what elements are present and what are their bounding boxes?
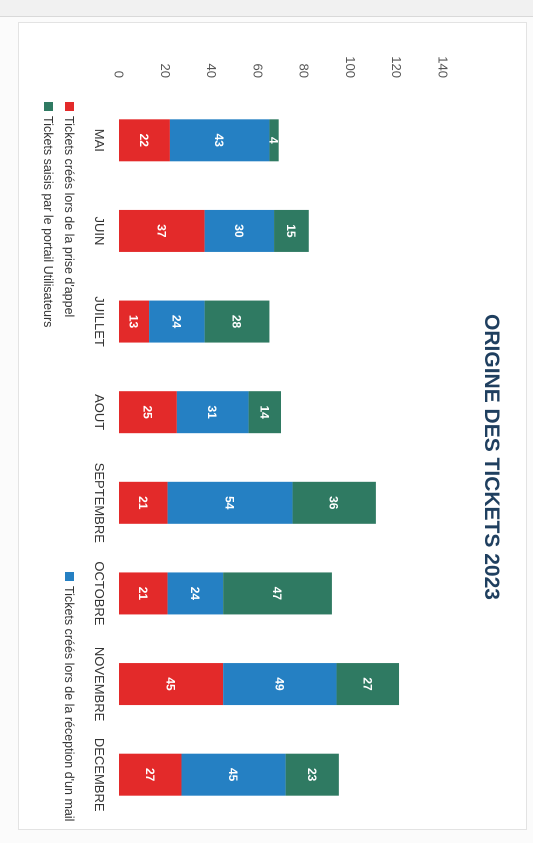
bar-segment <box>204 300 270 343</box>
data-label: 47 <box>270 587 284 601</box>
bar-segment <box>223 663 337 706</box>
bar-segment <box>181 753 286 796</box>
bar-segment <box>167 572 224 615</box>
data-label: 43 <box>212 134 226 148</box>
legend-swatch <box>44 102 53 111</box>
category-label: MAI <box>92 129 107 152</box>
bar-segment <box>119 300 150 343</box>
legend-swatch <box>65 102 74 111</box>
y-tick-label: 100 <box>343 56 358 78</box>
category-label: AOUT <box>92 394 107 430</box>
bar-segment <box>336 663 400 706</box>
data-label: 21 <box>136 587 150 601</box>
category-label: JUIN <box>92 216 107 245</box>
category-label: NOVEMBRE <box>92 647 107 722</box>
legend-swatch <box>65 572 74 581</box>
top-strip <box>0 0 533 17</box>
data-label: 14 <box>257 406 271 420</box>
y-tick-label: 80 <box>297 64 312 78</box>
category-label: JUILLET <box>92 296 107 347</box>
data-label: 49 <box>272 677 286 691</box>
category-label: DECEMBRE <box>92 738 107 812</box>
data-label: 28 <box>230 315 244 329</box>
category-label: SEPTEMBRE <box>92 463 107 544</box>
data-label: 45 <box>226 768 240 782</box>
data-label: 25 <box>140 406 154 420</box>
bar-segment <box>119 572 168 615</box>
bar-segment <box>119 209 205 252</box>
legend-label: Tickets créés lors de la prise d'appel <box>62 116 76 317</box>
data-label: 15 <box>284 224 298 238</box>
bar-segment <box>274 209 309 252</box>
bar-segment <box>119 753 182 796</box>
data-label: 45 <box>164 677 178 691</box>
y-tick-label: 140 <box>436 56 451 78</box>
data-label: 36 <box>327 496 341 510</box>
bar-segment <box>119 481 168 524</box>
legend-label: Tickets saisis par le portail Utilisateu… <box>41 116 55 327</box>
data-label: 24 <box>169 315 183 329</box>
data-label: 24 <box>188 587 202 601</box>
y-tick-label: 40 <box>204 64 219 78</box>
bar-segment <box>292 481 376 524</box>
bar-segment <box>118 119 170 162</box>
data-label: 23 <box>305 768 319 782</box>
data-label: 54 <box>223 496 237 510</box>
bar-segment <box>204 209 275 252</box>
category-label: OCTOBRE <box>92 561 107 625</box>
bar-segment <box>118 663 224 706</box>
data-label: 4 <box>267 137 281 144</box>
data-label: 22 <box>137 134 151 148</box>
bar-segment <box>285 753 339 796</box>
bar-segment <box>176 391 249 434</box>
y-tick-label: 20 <box>158 64 173 78</box>
data-label: 21 <box>136 496 150 510</box>
data-label: 30 <box>232 224 246 238</box>
chart-title: ORIGINE DES TICKETS 2023 <box>480 314 503 600</box>
data-label: 27 <box>143 768 157 782</box>
data-label: 27 <box>360 677 374 691</box>
data-label: 31 <box>205 406 219 420</box>
y-tick-label: 60 <box>250 64 265 78</box>
y-tick-label: 120 <box>389 56 404 78</box>
y-tick-label: 0 <box>112 71 127 78</box>
bar-segment <box>223 572 332 615</box>
bar-segment <box>248 391 281 434</box>
bar-segment <box>149 300 205 343</box>
legend-label: Tickets créés lors de la réception d'un … <box>62 586 76 821</box>
data-label: 13 <box>127 315 141 329</box>
data-label: 37 <box>154 224 168 238</box>
bar-segment <box>119 391 177 434</box>
bar-segment <box>169 119 270 162</box>
bar-segment <box>269 119 279 162</box>
chart-rotated-group: ORIGINE DES TICKETS 2023 0 20 40 60 80 100 120 1… <box>41 56 503 821</box>
bar-segment <box>167 481 293 524</box>
